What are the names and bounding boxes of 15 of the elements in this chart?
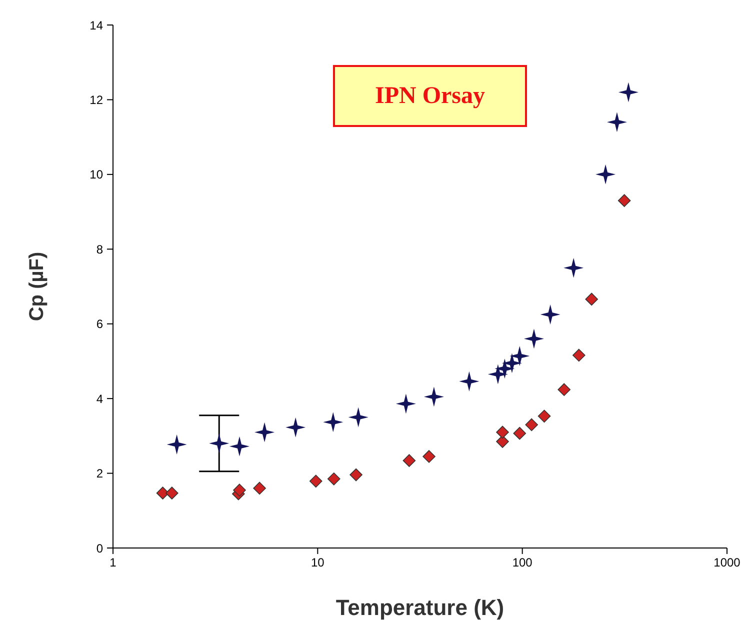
y-axis-title: Cp (µF) [26, 252, 48, 322]
y-tick-label: 2 [96, 466, 104, 481]
x-axis-title: Temperature (K) [336, 595, 504, 620]
y-tick-label: 10 [90, 168, 104, 182]
x-tick-label: 10 [310, 556, 325, 570]
x-tick-label: 1 [110, 556, 117, 570]
y-tick-label: 0 [96, 541, 104, 556]
label-box: IPN Orsay [333, 65, 527, 127]
y-tick-label: 12 [90, 92, 104, 107]
y-tick-label: 6 [96, 317, 104, 332]
x-tick-label: 1000 [714, 556, 741, 570]
y-tick-label: 14 [90, 18, 104, 32]
y-tick-label: 4 [96, 392, 104, 406]
x-tick-label: 100 [512, 556, 533, 570]
y-tick-label: 8 [96, 242, 104, 256]
